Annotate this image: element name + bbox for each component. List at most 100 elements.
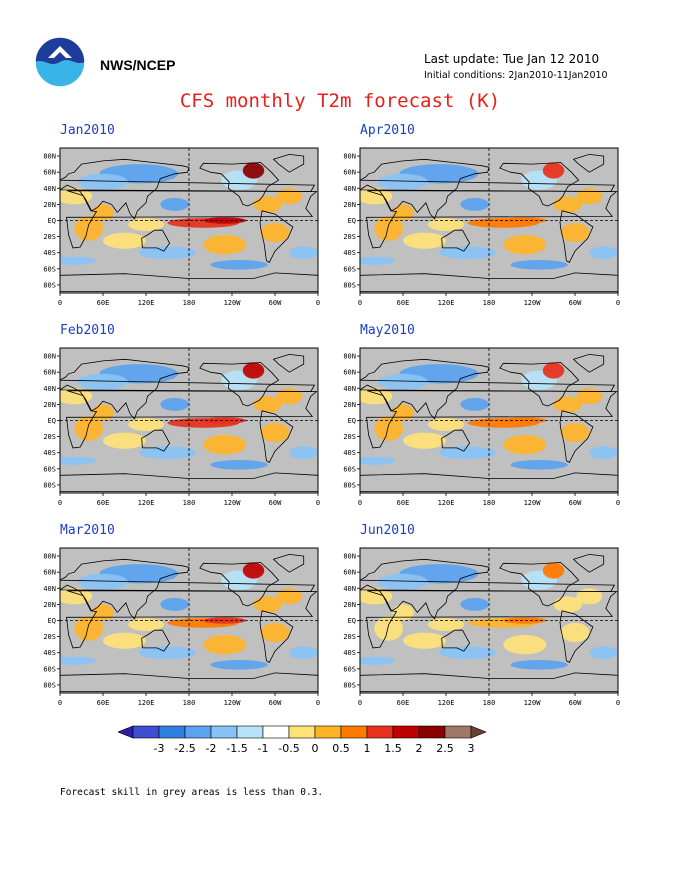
lon-tick-label: 60E xyxy=(397,499,410,507)
colorbar-label: 0 xyxy=(312,742,319,755)
anomaly-region xyxy=(242,162,265,179)
lon-tick-label: 180 xyxy=(483,699,496,707)
colorbar-label: -1 xyxy=(258,742,269,755)
lon-tick-label: 120E xyxy=(138,499,155,507)
forecast-map-jan: 80N 60N 40N 20N EQ 20S 40S 60S 80S 0 60E 120E 180 120… xyxy=(43,147,320,307)
panel-title-apr: Apr2010 xyxy=(360,123,415,138)
anomaly-region xyxy=(438,246,497,260)
lat-tick-label: 60N xyxy=(343,569,356,577)
anomaly-region xyxy=(253,596,283,613)
lat-tick-label: 20N xyxy=(43,601,56,609)
colorbar-swatch xyxy=(444,725,472,739)
lon-tick-label: 60W xyxy=(269,699,282,707)
anomaly-region xyxy=(92,404,114,421)
anomaly-region xyxy=(503,635,547,655)
anomaly-region xyxy=(360,256,396,265)
lat-tick-label: EQ xyxy=(348,617,356,625)
lon-tick-label: 0 xyxy=(358,699,362,707)
lat-tick-label: 60N xyxy=(343,369,356,377)
lat-tick-label: 40S xyxy=(43,649,56,657)
lat-tick-label: 80N xyxy=(43,553,56,561)
anomaly-region xyxy=(360,388,393,405)
anomaly-region xyxy=(160,597,190,611)
lon-tick-label: 0 xyxy=(316,699,320,707)
lat-tick-label: 40N xyxy=(343,585,356,593)
anomaly-region xyxy=(360,656,396,665)
anomaly-region xyxy=(403,432,446,449)
colorbar-label: -2.5 xyxy=(174,742,195,755)
lon-tick-label: 60E xyxy=(97,299,110,307)
anomaly-region xyxy=(377,373,429,390)
anomaly-region xyxy=(242,362,265,379)
coastline xyxy=(66,590,318,649)
lat-tick-label: 60S xyxy=(343,265,356,273)
coastline xyxy=(199,562,280,607)
last-update-text: Last update: Tue Jan 12 2010 xyxy=(424,52,600,66)
lat-tick-label: 20S xyxy=(343,233,356,241)
lon-tick-label: 120E xyxy=(438,699,455,707)
anomaly-region xyxy=(503,617,547,624)
lon-tick-label: 0 xyxy=(616,699,620,707)
lat-tick-label: 40N xyxy=(343,385,356,393)
anomaly-region xyxy=(460,597,489,611)
forecast-map-feb: 80N 60N 40N 20N EQ 20S 40S 60S 80S 0 60E 120E 180 120… xyxy=(43,347,320,507)
lat-tick-label: 20S xyxy=(343,433,356,441)
colorbar-swatch xyxy=(236,725,264,739)
anomaly-region xyxy=(160,397,190,411)
lon-tick-label: 0 xyxy=(58,299,62,307)
coastline xyxy=(259,210,294,263)
lat-tick-label: 40S xyxy=(43,249,56,257)
lat-tick-label: 40S xyxy=(43,449,56,457)
anomaly-region xyxy=(77,373,129,390)
anomaly-region xyxy=(542,362,565,379)
anomaly-region xyxy=(460,397,489,411)
lon-tick-label: 180 xyxy=(183,299,196,307)
anomaly-region xyxy=(253,396,283,413)
coastline xyxy=(499,162,580,207)
lat-tick-label: 60N xyxy=(343,169,356,177)
lat-tick-label: 80S xyxy=(343,481,356,489)
anomaly-region xyxy=(576,388,603,405)
anomaly-region xyxy=(210,459,268,470)
lon-tick-label: 120W xyxy=(524,499,542,507)
lat-tick-label: EQ xyxy=(48,617,56,625)
lat-tick-label: 40S xyxy=(343,449,356,457)
lat-tick-label: 80S xyxy=(343,281,356,289)
coastline xyxy=(272,553,305,573)
lat-tick-label: 80N xyxy=(43,153,56,161)
anomaly-region xyxy=(92,604,114,621)
lon-tick-label: 120E xyxy=(138,699,155,707)
lat-tick-label: 80S xyxy=(43,481,56,489)
lat-tick-label: 80S xyxy=(43,281,56,289)
anomaly-region xyxy=(576,188,603,205)
initial-conditions-text: Initial conditions: 2Jan2010-11Jan2010 xyxy=(424,70,608,81)
coastline xyxy=(272,153,305,173)
anomaly-region xyxy=(74,416,103,441)
anomaly-region xyxy=(560,222,590,243)
lat-tick-label: 80S xyxy=(43,681,56,689)
colorbar-label: 1.5 xyxy=(384,742,402,755)
lat-tick-label: 40N xyxy=(43,185,56,193)
coastline xyxy=(259,410,294,463)
anomaly-region xyxy=(360,188,393,205)
coastline xyxy=(66,190,318,249)
anomaly-region xyxy=(428,218,464,231)
lat-tick-label: 80N xyxy=(343,153,356,161)
coastline xyxy=(199,362,280,407)
lon-tick-label: 180 xyxy=(183,699,196,707)
colorbar-swatch xyxy=(470,725,487,739)
coastline xyxy=(572,153,605,173)
lon-tick-label: 0 xyxy=(616,499,620,507)
lat-tick-label: 60S xyxy=(43,465,56,473)
anomaly-region xyxy=(60,388,93,405)
coastline xyxy=(66,390,318,449)
lat-tick-label: 40S xyxy=(343,249,356,257)
panel-title-jan: Jan2010 xyxy=(60,123,115,138)
coastline xyxy=(559,210,594,263)
lat-tick-label: 80N xyxy=(343,553,356,561)
anomaly-region xyxy=(103,232,146,249)
anomaly-region xyxy=(128,618,164,631)
lat-tick-label: EQ xyxy=(48,417,56,425)
lat-tick-label: 60S xyxy=(43,265,56,273)
coastline xyxy=(360,472,618,492)
